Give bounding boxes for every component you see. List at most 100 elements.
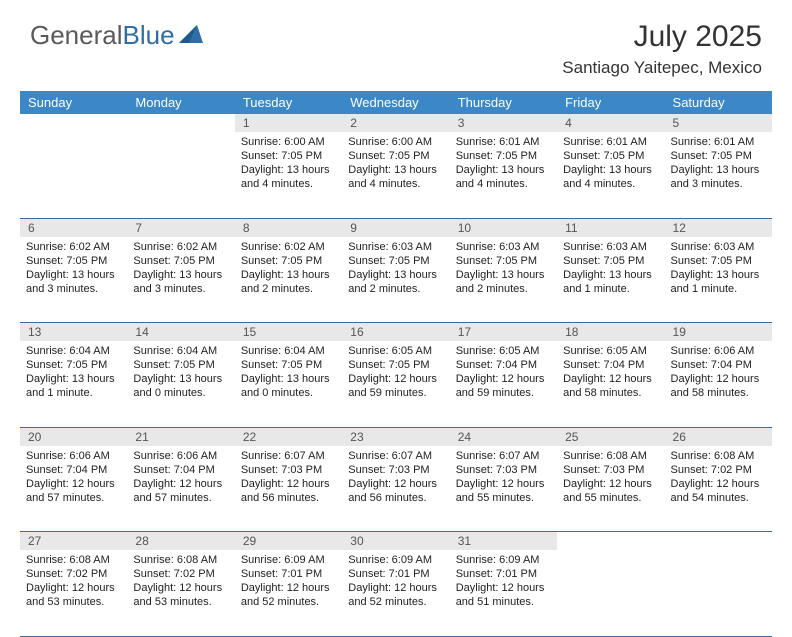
sunrise-line: Sunrise: 6:02 AM — [26, 240, 121, 254]
day-cell: Sunrise: 6:04 AMSunset: 7:05 PMDaylight:… — [235, 341, 342, 402]
day-cell: Sunrise: 6:03 AMSunset: 7:05 PMDaylight:… — [665, 237, 772, 298]
sunset-line: Sunset: 7:04 PM — [456, 358, 551, 372]
day-number: 8 — [235, 219, 342, 237]
day-number: 26 — [665, 428, 772, 446]
daylight-line: Daylight: 12 hours and 56 minutes. — [348, 477, 443, 505]
daylight-line: Daylight: 13 hours and 2 minutes. — [456, 268, 551, 296]
daylight-line: Daylight: 13 hours and 4 minutes. — [348, 163, 443, 191]
sunrise-line: Sunrise: 6:03 AM — [563, 240, 658, 254]
sunrise-line: Sunrise: 6:03 AM — [456, 240, 551, 254]
day-number: 2 — [342, 114, 449, 132]
daylight-line: Daylight: 12 hours and 52 minutes. — [241, 581, 336, 609]
day-number: 23 — [342, 428, 449, 446]
sunrise-line: Sunrise: 6:06 AM — [133, 449, 228, 463]
daynum-row: 2728293031 — [20, 532, 772, 551]
sunset-line: Sunset: 7:01 PM — [348, 567, 443, 581]
daynum-row: 20212223242526 — [20, 427, 772, 446]
sunset-line: Sunset: 7:05 PM — [456, 149, 551, 163]
sunset-line: Sunset: 7:05 PM — [456, 254, 551, 268]
logo-text: GeneralBlue — [30, 20, 175, 51]
sunset-line: Sunset: 7:05 PM — [671, 149, 766, 163]
daylight-line: Daylight: 13 hours and 3 minutes. — [133, 268, 228, 296]
weekday-header: Wednesday — [342, 91, 449, 114]
header: GeneralBlue July 2025 Santiago Yaitepec,… — [0, 0, 792, 83]
day-number: 14 — [127, 323, 234, 341]
sunset-line: Sunset: 7:05 PM — [26, 254, 121, 268]
sunset-line: Sunset: 7:05 PM — [348, 254, 443, 268]
day-number: 5 — [665, 114, 772, 132]
month-title: July 2025 — [562, 20, 762, 54]
daylight-line: Daylight: 12 hours and 58 minutes. — [671, 372, 766, 400]
day-content-row: Sunrise: 6:00 AMSunset: 7:05 PMDaylight:… — [20, 132, 772, 218]
sunset-line: Sunset: 7:02 PM — [26, 567, 121, 581]
day-number: 31 — [450, 532, 557, 550]
calendar-table: SundayMondayTuesdayWednesdayThursdayFrid… — [20, 91, 772, 637]
day-cell: Sunrise: 6:06 AMSunset: 7:04 PMDaylight:… — [665, 341, 772, 402]
sunrise-line: Sunrise: 6:02 AM — [133, 240, 228, 254]
day-number: 30 — [342, 532, 449, 550]
empty-cell — [665, 550, 772, 636]
sunset-line: Sunset: 7:04 PM — [671, 358, 766, 372]
day-number: 15 — [235, 323, 342, 341]
day-cell: Sunrise: 6:01 AMSunset: 7:05 PMDaylight:… — [665, 132, 772, 193]
day-number: 25 — [557, 428, 664, 446]
weekday-header: Thursday — [450, 91, 557, 114]
weekday-header-row: SundayMondayTuesdayWednesdayThursdayFrid… — [20, 91, 772, 114]
daylight-line: Daylight: 12 hours and 53 minutes. — [133, 581, 228, 609]
day-cell: Sunrise: 6:00 AMSunset: 7:05 PMDaylight:… — [235, 132, 342, 193]
sunrise-line: Sunrise: 6:09 AM — [348, 553, 443, 567]
empty-cell — [20, 114, 127, 132]
sunset-line: Sunset: 7:03 PM — [241, 463, 336, 477]
day-cell: Sunrise: 6:04 AMSunset: 7:05 PMDaylight:… — [20, 341, 127, 402]
daylight-line: Daylight: 13 hours and 4 minutes. — [456, 163, 551, 191]
logo-part1: General — [30, 20, 123, 50]
day-cell: Sunrise: 6:04 AMSunset: 7:05 PMDaylight:… — [127, 341, 234, 402]
sunrise-line: Sunrise: 6:05 AM — [563, 344, 658, 358]
sunrise-line: Sunrise: 6:04 AM — [26, 344, 121, 358]
sunrise-line: Sunrise: 6:01 AM — [671, 135, 766, 149]
daylight-line: Daylight: 12 hours and 54 minutes. — [671, 477, 766, 505]
sunset-line: Sunset: 7:05 PM — [133, 358, 228, 372]
day-number: 16 — [342, 323, 449, 341]
sunrise-line: Sunrise: 6:01 AM — [563, 135, 658, 149]
sunrise-line: Sunrise: 6:03 AM — [671, 240, 766, 254]
day-number: 21 — [127, 428, 234, 446]
day-content-row: Sunrise: 6:02 AMSunset: 7:05 PMDaylight:… — [20, 237, 772, 323]
location: Santiago Yaitepec, Mexico — [562, 58, 762, 78]
daylight-line: Daylight: 13 hours and 0 minutes. — [133, 372, 228, 400]
day-cell: Sunrise: 6:08 AMSunset: 7:02 PMDaylight:… — [665, 446, 772, 507]
day-cell: Sunrise: 6:03 AMSunset: 7:05 PMDaylight:… — [557, 237, 664, 298]
sunset-line: Sunset: 7:02 PM — [671, 463, 766, 477]
sunrise-line: Sunrise: 6:02 AM — [241, 240, 336, 254]
sunrise-line: Sunrise: 6:08 AM — [671, 449, 766, 463]
sunrise-line: Sunrise: 6:06 AM — [671, 344, 766, 358]
daynum-row: 6789101112 — [20, 218, 772, 237]
sunrise-line: Sunrise: 6:01 AM — [456, 135, 551, 149]
day-cell: Sunrise: 6:01 AMSunset: 7:05 PMDaylight:… — [557, 132, 664, 193]
sunset-line: Sunset: 7:04 PM — [26, 463, 121, 477]
day-cell: Sunrise: 6:07 AMSunset: 7:03 PMDaylight:… — [235, 446, 342, 507]
day-cell: Sunrise: 6:09 AMSunset: 7:01 PMDaylight:… — [342, 550, 449, 611]
daylight-line: Daylight: 12 hours and 57 minutes. — [133, 477, 228, 505]
sunrise-line: Sunrise: 6:00 AM — [241, 135, 336, 149]
day-cell: Sunrise: 6:02 AMSunset: 7:05 PMDaylight:… — [235, 237, 342, 298]
day-cell: Sunrise: 6:09 AMSunset: 7:01 PMDaylight:… — [450, 550, 557, 611]
sunset-line: Sunset: 7:03 PM — [563, 463, 658, 477]
day-number: 18 — [557, 323, 664, 341]
daylight-line: Daylight: 13 hours and 4 minutes. — [563, 163, 658, 191]
day-cell: Sunrise: 6:02 AMSunset: 7:05 PMDaylight:… — [20, 237, 127, 298]
sunset-line: Sunset: 7:05 PM — [241, 358, 336, 372]
daylight-line: Daylight: 12 hours and 51 minutes. — [456, 581, 551, 609]
empty-cell — [20, 132, 127, 218]
empty-cell — [127, 114, 234, 132]
day-cell: Sunrise: 6:06 AMSunset: 7:04 PMDaylight:… — [20, 446, 127, 507]
day-number: 24 — [450, 428, 557, 446]
day-cell: Sunrise: 6:08 AMSunset: 7:02 PMDaylight:… — [127, 550, 234, 611]
sunrise-line: Sunrise: 6:03 AM — [348, 240, 443, 254]
day-content-row: Sunrise: 6:08 AMSunset: 7:02 PMDaylight:… — [20, 550, 772, 636]
sunset-line: Sunset: 7:05 PM — [133, 254, 228, 268]
day-number: 10 — [450, 219, 557, 237]
daylight-line: Daylight: 13 hours and 3 minutes. — [671, 163, 766, 191]
logo: GeneralBlue — [30, 20, 203, 51]
daylight-line: Daylight: 13 hours and 3 minutes. — [26, 268, 121, 296]
